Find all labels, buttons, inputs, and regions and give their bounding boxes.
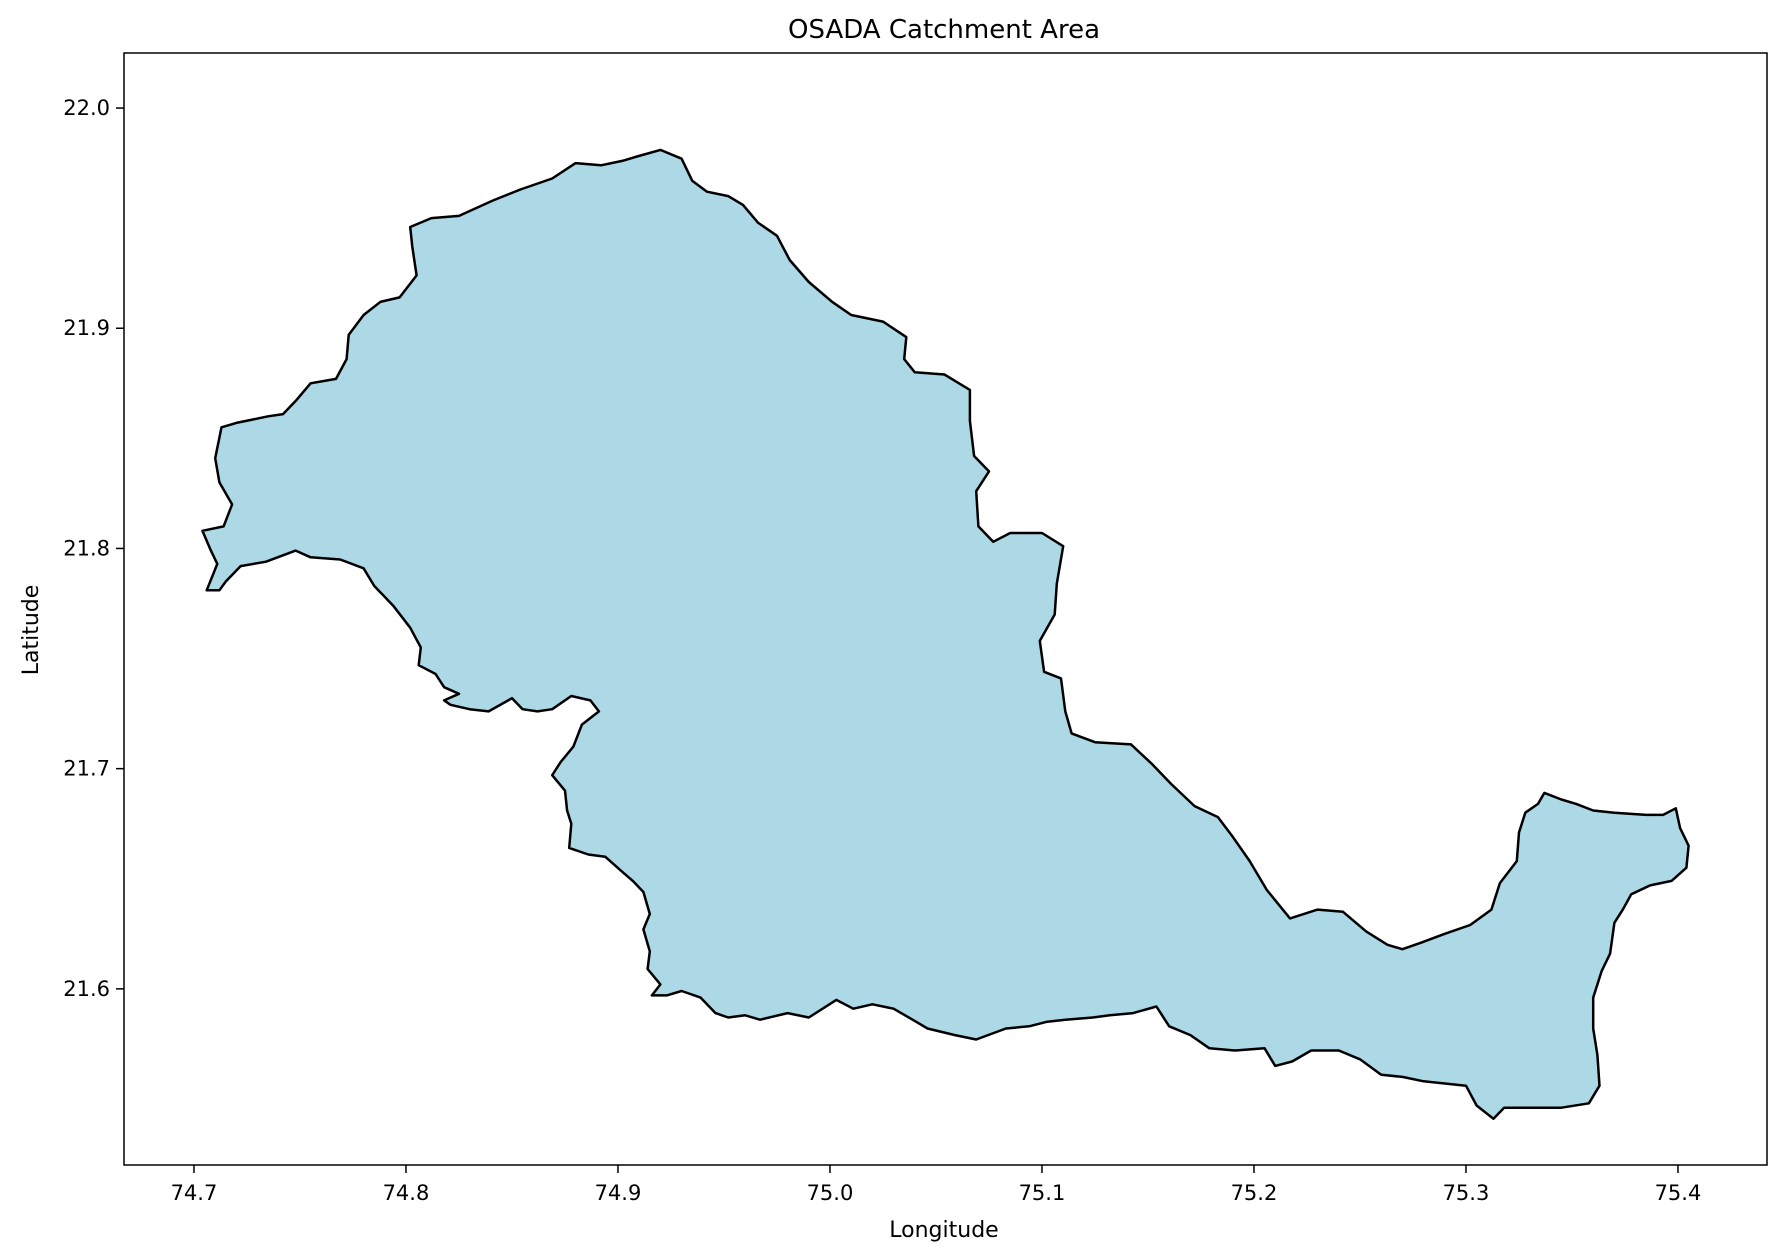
x-axis-label: Longitude xyxy=(889,1218,998,1243)
y-axis: 21.6 21.7 21.8 21.9 22.0 xyxy=(63,96,124,1001)
y-tick-label: 21.8 xyxy=(63,536,110,560)
x-tick-label: 75.1 xyxy=(1019,1181,1066,1205)
map-title: OSADA Catchment Area xyxy=(788,15,1100,45)
x-tick-label: 74.7 xyxy=(171,1181,218,1205)
y-tick-label: 21.6 xyxy=(63,977,110,1001)
y-tick-label: 22.0 xyxy=(63,96,110,120)
plot-area xyxy=(123,52,1768,1166)
x-tick-label: 74.8 xyxy=(383,1181,430,1205)
catchment-boundary xyxy=(201,148,1690,1121)
x-axis: 74.7 74.8 74.9 75.0 75.1 75.2 75.3 75.4 xyxy=(171,1165,1702,1205)
x-tick-label: 75.3 xyxy=(1443,1181,1490,1205)
x-tick-label: 74.9 xyxy=(595,1181,642,1205)
x-tick-label: 75.0 xyxy=(807,1181,854,1205)
x-tick-label: 75.2 xyxy=(1231,1181,1278,1205)
y-tick-label: 21.9 xyxy=(63,316,110,340)
y-tick-label: 21.7 xyxy=(63,757,110,781)
plot-frame xyxy=(123,52,1768,1166)
x-tick-label: 75.4 xyxy=(1655,1181,1702,1205)
y-axis-label: Latitude xyxy=(19,585,44,676)
